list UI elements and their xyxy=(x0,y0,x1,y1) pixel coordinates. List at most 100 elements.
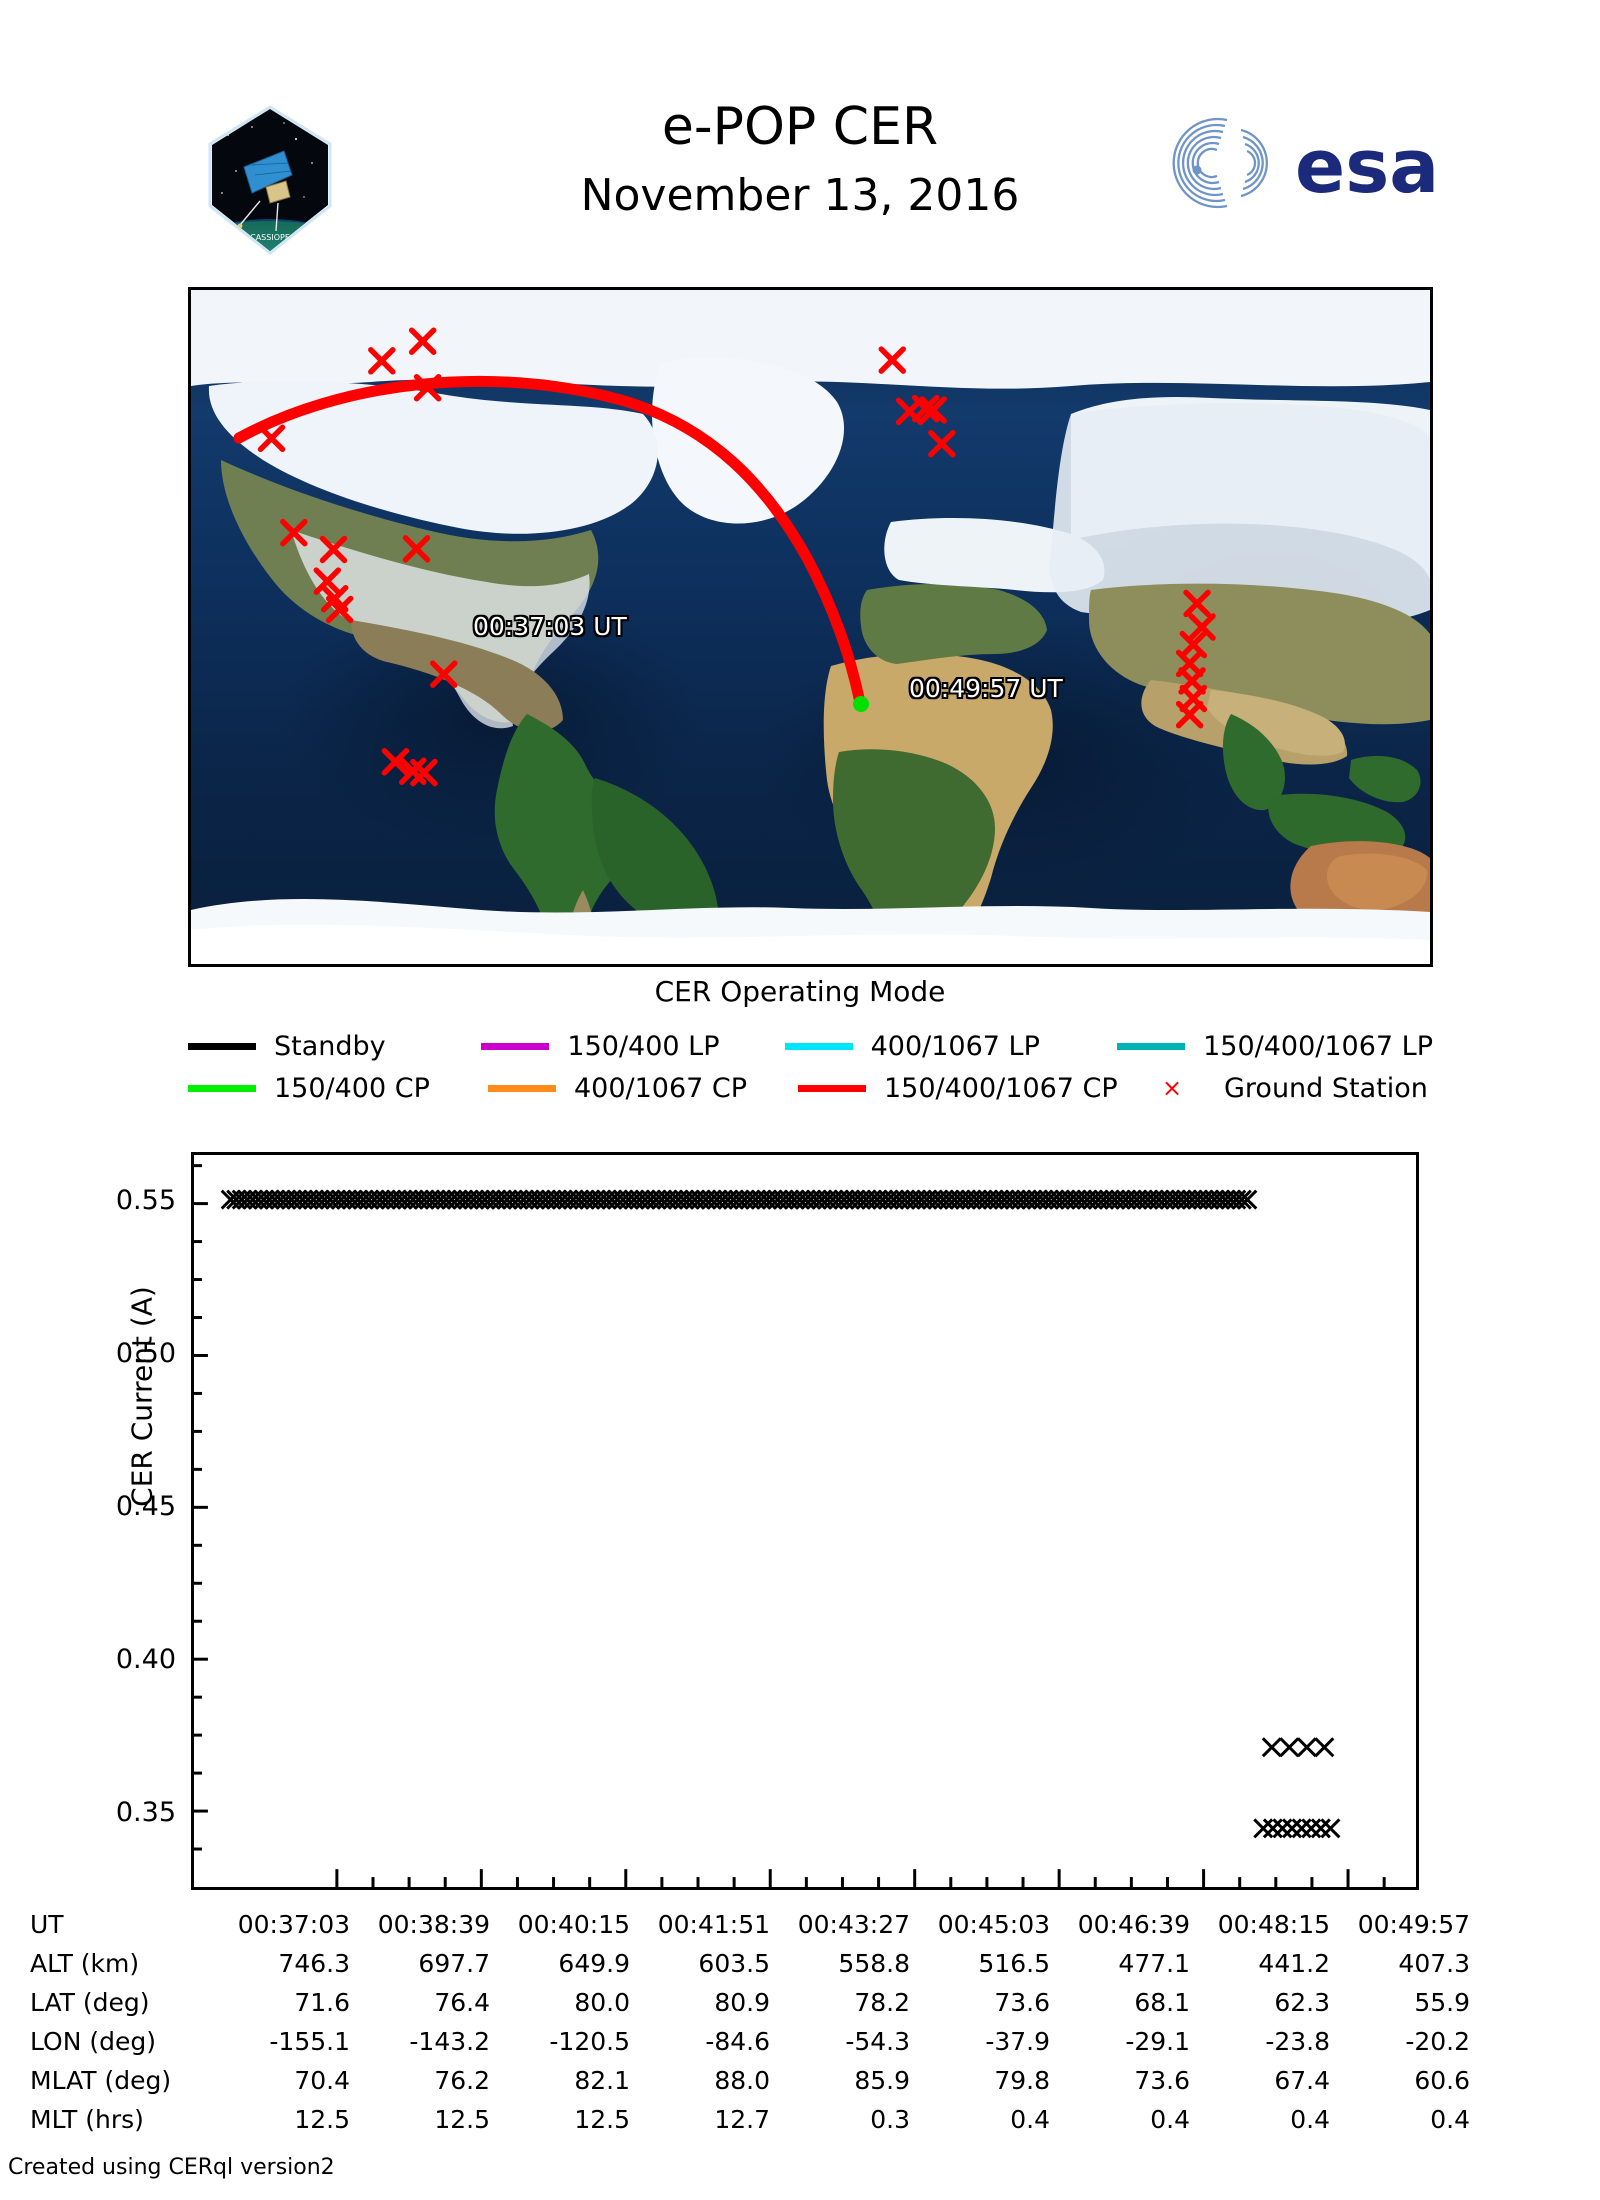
table-row: LON (deg) -155.1 -143.2 -120.5 -84.6 -54.3 -37… xyxy=(30,2022,1470,2061)
legend-item-label: 150/400/1067 CP xyxy=(884,1072,1118,1104)
legend-item-150-400-1067-lp[interactable]: 150/400/1067 LP xyxy=(1117,1031,1433,1062)
ground-station-x-marker xyxy=(878,346,907,374)
table-cell: -155.1 xyxy=(269,2027,350,2056)
table-cell: 60.6 xyxy=(1414,2066,1470,2095)
esa-wordmark: esa xyxy=(1295,124,1439,210)
line-swatch xyxy=(784,1042,853,1050)
ground-track-world-map[interactable]: 00:37:03 UT 00:49:57 UT xyxy=(188,287,1433,967)
legend-item-label: 400/1067 LP xyxy=(870,1030,1040,1062)
table-row: ALT (km) 746.3 697.7 649.9 603.5 558.8 516.5 47… xyxy=(30,1944,1470,1983)
table-row-header: LAT (deg) xyxy=(30,1988,150,2017)
table-row-header: UT xyxy=(30,1910,64,1939)
table-cell: 73.6 xyxy=(994,1988,1050,2017)
table-cell: 80.0 xyxy=(574,1988,630,2017)
operating-mode-legend: Standby 150/400 LP 400/1067 LP 150/400/1067… xyxy=(188,1025,1433,1109)
line-swatch xyxy=(1117,1042,1186,1050)
table-cell: 80.9 xyxy=(714,1988,770,2017)
y-axis-tick-label: 0.45 xyxy=(115,1491,176,1523)
legend-item-label: Ground Station xyxy=(1224,1072,1428,1104)
table-cell: 00:49:57 xyxy=(1357,1910,1470,1939)
table-cell: 0.4 xyxy=(1150,2105,1190,2134)
ground-station-x-marker xyxy=(325,595,354,624)
table-cell: 477.1 xyxy=(1118,1949,1190,1978)
orbit-track-line xyxy=(233,375,865,704)
legend-row: 150/400 CP 400/1067 CP 150/400/1067 CP × Gro… xyxy=(188,1067,1433,1109)
table-cell: 73.6 xyxy=(1134,2066,1190,2095)
ground-station-x-marker xyxy=(1183,589,1211,618)
ground-station-x-marker xyxy=(408,327,437,355)
table-cell: 70.4 xyxy=(294,2066,350,2095)
orbit-end-marker xyxy=(853,696,869,712)
legend-item-standby[interactable]: Standby xyxy=(188,1031,481,1062)
table-row: LAT (deg) 71.6 76.4 80.0 80.9 78.2 73.6 68.1 62.… xyxy=(30,1983,1470,2022)
table-cell: 55.9 xyxy=(1414,1988,1470,2017)
legend-item-150-400-cp[interactable]: 150/400 CP xyxy=(188,1073,488,1104)
cassiope-mission-patch-icon: CASSIOPE xyxy=(200,105,340,255)
ground-station-markers xyxy=(257,327,1216,787)
legend-row: Standby 150/400 LP 400/1067 LP 150/400/1067… xyxy=(188,1025,1433,1067)
line-swatch xyxy=(488,1084,556,1092)
ground-station-x-marker xyxy=(381,748,410,776)
legend-item-ground-station[interactable]: × Ground Station xyxy=(1138,1073,1428,1104)
table-cell: 12.5 xyxy=(574,2105,630,2134)
table-row: MLAT (deg) 70.4 76.2 82.1 88.0 85.9 79.8 73.6 67… xyxy=(30,2061,1470,2100)
table-cell: 76.4 xyxy=(434,1988,490,2017)
legend-item-150-400-lp[interactable]: 150/400 LP xyxy=(481,1031,784,1062)
line-swatch xyxy=(188,1042,256,1050)
cer-current-plot[interactable] xyxy=(191,1152,1419,1890)
table-cell: 00:37:03 xyxy=(237,1910,350,1939)
world-map-imagery xyxy=(191,290,1430,964)
table-row-header: ALT (km) xyxy=(30,1949,140,1978)
mission-logo-caption: CASSIOPE xyxy=(250,233,290,242)
ground-track-overlay xyxy=(233,327,1216,787)
table-cell: 00:46:39 xyxy=(1077,1910,1190,1939)
table-cell: 85.9 xyxy=(854,2066,910,2095)
y-axis-tick-label: 0.55 xyxy=(115,1184,176,1216)
table-cell: 0.3 xyxy=(870,2105,910,2134)
legend-item-label: 150/400 CP xyxy=(274,1072,430,1104)
table-cell: 12.5 xyxy=(294,2105,350,2134)
table-cell: 88.0 xyxy=(714,2066,770,2095)
table-cell: 62.3 xyxy=(1274,1988,1330,2017)
table-cell: 71.6 xyxy=(294,1988,350,2017)
y-axis-tick-label: 0.40 xyxy=(115,1644,176,1676)
table-row-header: MLAT (deg) xyxy=(30,2066,172,2095)
table-cell: 516.5 xyxy=(978,1949,1050,1978)
table-cell: 407.3 xyxy=(1398,1949,1470,1978)
table-cell: 558.8 xyxy=(838,1949,910,1978)
line-swatch xyxy=(798,1084,866,1092)
y-axis-tick-label: 0.35 xyxy=(115,1797,176,1829)
table-cell: 00:38:39 xyxy=(377,1910,490,1939)
ground-station-x-marker xyxy=(919,396,947,424)
ground-station-x-marker xyxy=(430,660,458,688)
table-cell: -54.3 xyxy=(845,2027,910,2056)
table-cell: 0.4 xyxy=(1430,2105,1470,2134)
table-cell: 441.2 xyxy=(1258,1949,1330,1978)
legend-item-400-1067-cp[interactable]: 400/1067 CP xyxy=(488,1073,798,1104)
ground-station-x-marker xyxy=(1188,613,1216,641)
table-cell: 00:40:15 xyxy=(517,1910,630,1939)
table-cell: 00:45:03 xyxy=(937,1910,1050,1939)
ground-station-x-marker xyxy=(413,373,442,402)
table-cell: 00:43:27 xyxy=(797,1910,910,1939)
legend-item-label: 400/1067 CP xyxy=(574,1072,748,1104)
table-cell: 697.7 xyxy=(418,1949,490,1978)
cer-current-data-points xyxy=(220,1189,1341,1839)
plot-data-layer xyxy=(194,1164,1386,1887)
table-row-header: MLT (hrs) xyxy=(30,2105,144,2134)
table-cell: 79.8 xyxy=(994,2066,1050,2095)
table-cell: -143.2 xyxy=(409,2027,490,2056)
ground-station-x-marker xyxy=(313,567,342,595)
table-row-header: LON (deg) xyxy=(30,2027,156,2056)
table-cell: 649.9 xyxy=(558,1949,630,1978)
ground-station-x-marker xyxy=(319,535,348,564)
table-cell: 0.4 xyxy=(1290,2105,1330,2134)
legend-item-400-1067-lp[interactable]: 400/1067 LP xyxy=(784,1030,1118,1062)
page-date: November 13, 2016 xyxy=(580,170,1020,221)
title-block: e-POP CER November 13, 2016 xyxy=(400,95,1200,227)
ground-station-x-marker xyxy=(1175,700,1204,729)
table-cell: 78.2 xyxy=(854,1988,910,2017)
page-title: e-POP CER xyxy=(661,97,939,157)
table-row: UT 00:37:03 00:38:39 00:40:15 00:41:51 00:43:… xyxy=(30,1905,1470,1944)
legend-item-150-400-1067-cp[interactable]: 150/400/1067 CP xyxy=(798,1073,1138,1104)
